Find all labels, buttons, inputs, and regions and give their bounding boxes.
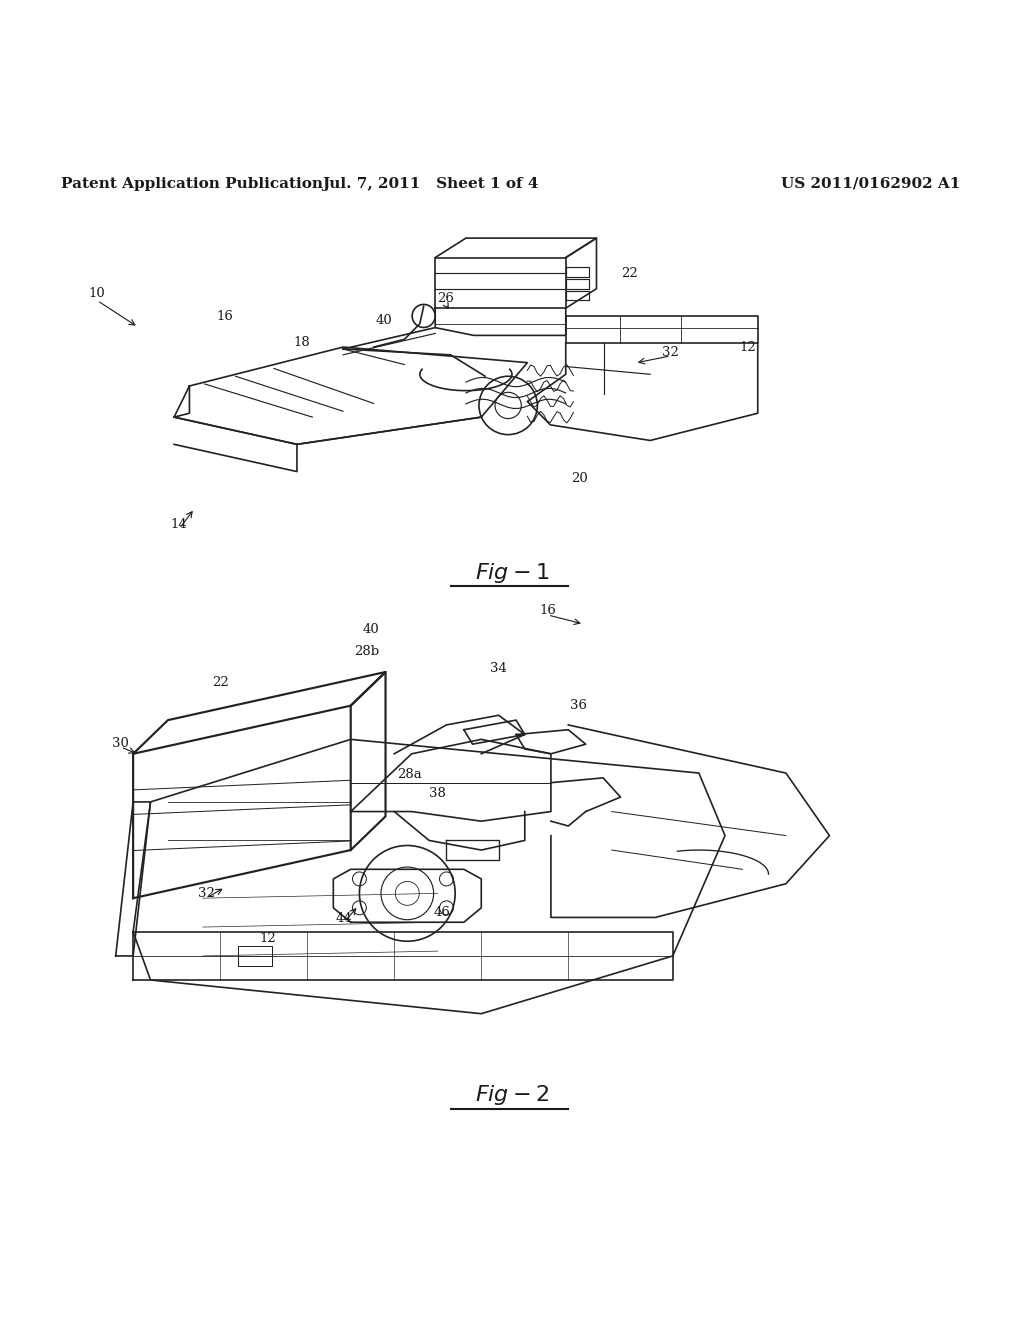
Text: 46: 46 — [434, 907, 451, 920]
Text: $\mathit{Fig-1}$: $\mathit{Fig-1}$ — [475, 561, 549, 585]
Text: 16: 16 — [540, 605, 556, 618]
Text: 40: 40 — [376, 314, 392, 326]
Text: Jul. 7, 2011   Sheet 1 of 4: Jul. 7, 2011 Sheet 1 of 4 — [322, 177, 539, 191]
Text: 26: 26 — [437, 292, 454, 305]
Text: 32: 32 — [663, 346, 679, 359]
Text: 30: 30 — [113, 738, 129, 751]
Text: 22: 22 — [212, 676, 228, 689]
Text: 10: 10 — [89, 286, 105, 300]
Text: 32: 32 — [199, 887, 215, 900]
Text: $\mathit{Fig-2}$: $\mathit{Fig-2}$ — [475, 1084, 549, 1107]
Text: 28b: 28b — [354, 645, 379, 659]
Text: 20: 20 — [571, 473, 588, 486]
Text: 38: 38 — [429, 787, 445, 800]
Text: 18: 18 — [294, 337, 310, 348]
Text: 14: 14 — [171, 519, 187, 532]
Text: US 2011/0162902 A1: US 2011/0162902 A1 — [780, 177, 961, 191]
Text: 12: 12 — [260, 932, 276, 945]
Text: 40: 40 — [362, 623, 379, 636]
Text: 36: 36 — [570, 698, 587, 711]
Text: 16: 16 — [217, 310, 233, 323]
Text: Patent Application Publication: Patent Application Publication — [61, 177, 324, 191]
Text: 44: 44 — [336, 912, 352, 924]
Text: 34: 34 — [490, 661, 507, 675]
Text: 28a: 28a — [397, 768, 422, 781]
Text: 22: 22 — [622, 268, 638, 280]
Text: 12: 12 — [739, 341, 756, 354]
